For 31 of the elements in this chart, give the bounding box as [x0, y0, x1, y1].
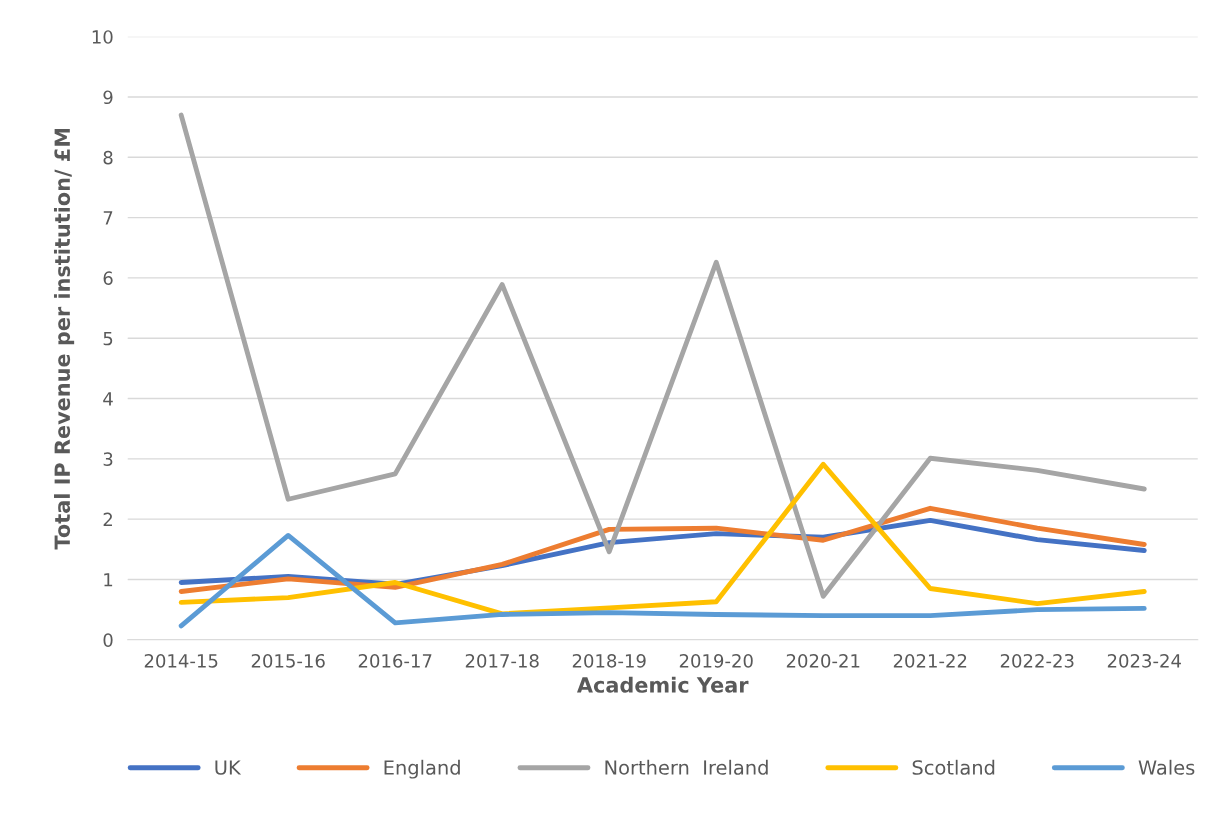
x-axis-title: Academic Year	[576, 676, 749, 693]
y-tick-label: 4	[103, 392, 113, 406]
y-tick-label: 2	[103, 512, 112, 527]
x-tick-label: 2016-17	[358, 653, 432, 668]
y-tick-label: 10	[92, 30, 113, 44]
y-tick-label: 1	[104, 573, 113, 587]
x-tick-label: 2023-24	[1107, 653, 1181, 668]
y-tick-label: 9	[103, 90, 113, 105]
x-tick-label: 2015-16	[251, 653, 325, 668]
x-tick-label: 2017-18	[465, 653, 539, 668]
y-axis-title: Total IP Revenue per institution/ £M	[53, 128, 75, 550]
legend-label: Northern Ireland	[605, 759, 768, 775]
x-tick-label: 2022-23	[1000, 653, 1074, 668]
line-series	[178, 505, 1147, 594]
legend-label: Wales	[1138, 759, 1195, 775]
x-tick-label: 2019-20	[679, 653, 753, 668]
y-tick-label: 6	[103, 271, 113, 286]
y-tick-label: 7	[103, 211, 113, 225]
y-tick-label: 3	[103, 452, 113, 466]
line-series	[178, 533, 1147, 629]
line-series	[178, 112, 1147, 599]
x-tick-label: 2021-22	[893, 653, 967, 668]
y-tick-label: 8	[103, 150, 113, 165]
x-tick-label: 2020-21	[786, 653, 860, 668]
legend-label: Scotland	[912, 759, 995, 775]
y-tick-label: 0	[103, 633, 113, 647]
legend-label: England	[384, 759, 460, 779]
x-tick-label: 2014-15	[144, 653, 218, 668]
y-tick-label: 5	[103, 331, 113, 346]
x-tick-label: 2018-19	[572, 653, 646, 668]
legend-label: UK	[215, 760, 242, 775]
